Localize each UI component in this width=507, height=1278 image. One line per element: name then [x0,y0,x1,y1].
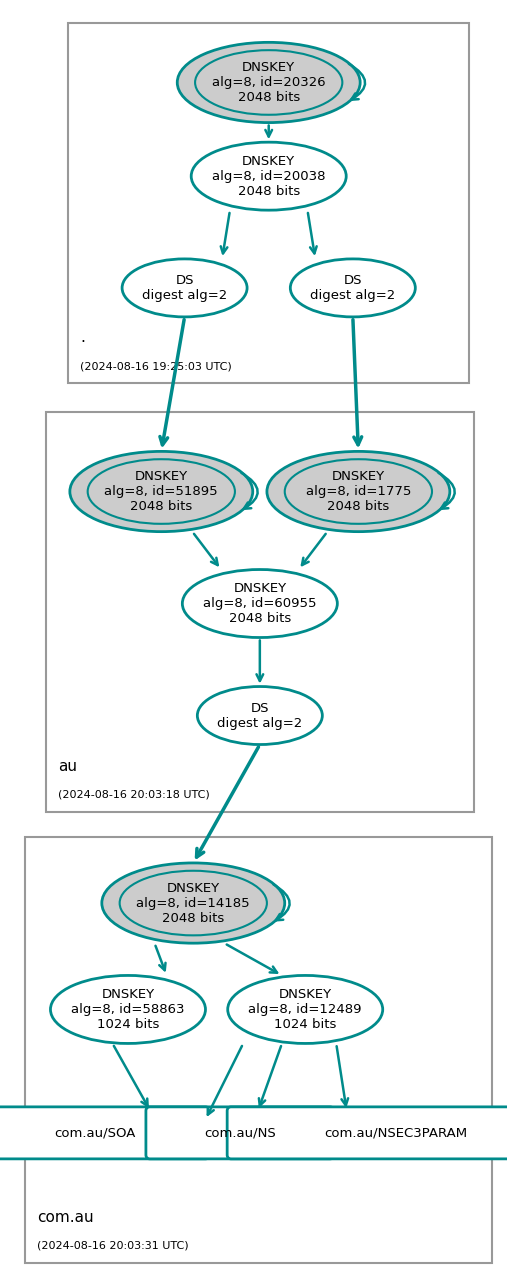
Text: .: . [81,331,85,345]
Bar [68,23,469,383]
Text: DNSKEY
alg=8, id=60955
2048 bits: DNSKEY alg=8, id=60955 2048 bits [203,581,316,625]
Text: com.au/SOA: com.au/SOA [55,1126,136,1140]
FancyBboxPatch shape [146,1107,334,1159]
Ellipse shape [191,142,346,210]
Bar [46,412,474,812]
Text: com.au: com.au [38,1210,94,1224]
Text: (2024-08-16 20:03:18 UTC): (2024-08-16 20:03:18 UTC) [58,790,209,800]
Text: DNSKEY
alg=8, id=58863
1024 bits: DNSKEY alg=8, id=58863 1024 bits [71,988,185,1031]
Text: com.au/NSEC3PARAM: com.au/NSEC3PARAM [324,1126,468,1140]
Text: DS
digest alg=2: DS digest alg=2 [310,273,395,302]
Text: (2024-08-16 20:03:31 UTC): (2024-08-16 20:03:31 UTC) [38,1241,189,1251]
Ellipse shape [102,863,285,943]
Ellipse shape [183,570,337,638]
Ellipse shape [267,451,450,532]
Ellipse shape [291,259,415,317]
Text: com.au/NS: com.au/NS [204,1126,276,1140]
Text: (2024-08-16 19:25:03 UTC): (2024-08-16 19:25:03 UTC) [81,362,232,372]
Text: DS
digest alg=2: DS digest alg=2 [142,273,227,302]
Ellipse shape [122,259,247,317]
Text: DNSKEY
alg=8, id=51895
2048 bits: DNSKEY alg=8, id=51895 2048 bits [104,470,218,512]
FancyBboxPatch shape [0,1107,209,1159]
Ellipse shape [228,975,383,1043]
Text: DNSKEY
alg=8, id=14185
2048 bits: DNSKEY alg=8, id=14185 2048 bits [136,882,250,924]
Ellipse shape [51,975,205,1043]
Ellipse shape [70,451,253,532]
Text: DNSKEY
alg=8, id=20038
2048 bits: DNSKEY alg=8, id=20038 2048 bits [212,155,325,198]
Text: au: au [58,759,77,773]
Text: DNSKEY
alg=8, id=20326
2048 bits: DNSKEY alg=8, id=20326 2048 bits [212,61,325,104]
Text: DS
digest alg=2: DS digest alg=2 [217,702,303,730]
FancyBboxPatch shape [227,1107,507,1159]
Text: DNSKEY
alg=8, id=1775
2048 bits: DNSKEY alg=8, id=1775 2048 bits [306,470,411,512]
Bar [25,837,492,1263]
Ellipse shape [177,42,360,123]
Ellipse shape [197,686,322,745]
Text: DNSKEY
alg=8, id=12489
1024 bits: DNSKEY alg=8, id=12489 1024 bits [248,988,362,1031]
